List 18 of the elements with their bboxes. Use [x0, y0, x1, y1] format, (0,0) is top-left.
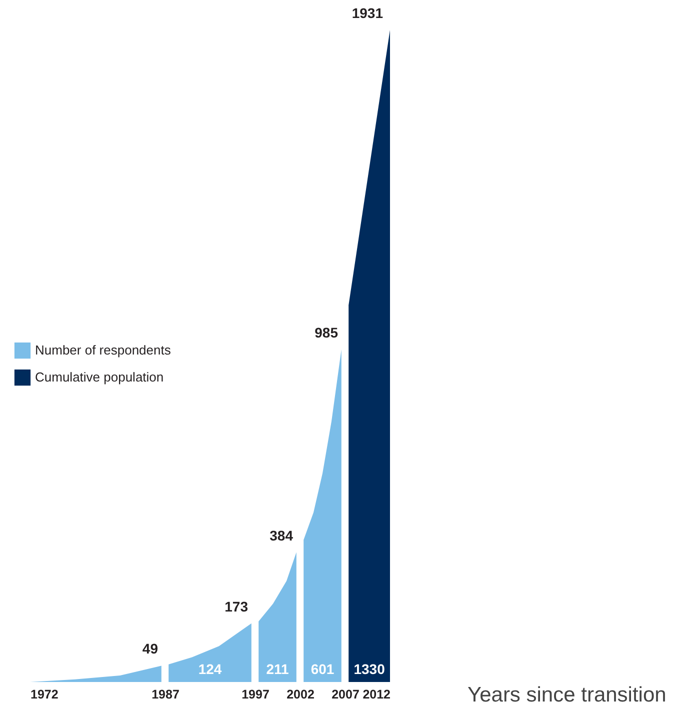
x-tick-label: 1997 — [242, 688, 270, 702]
annotation: 985 — [314, 324, 338, 340]
annotation: 124 — [198, 661, 222, 677]
annotation: 384 — [270, 527, 294, 544]
x-tick-label: 2012 — [362, 688, 391, 702]
annotation: 211 — [266, 661, 290, 677]
legend-label: Cumulative population — [35, 370, 164, 384]
x-tick-label: 1972 — [30, 688, 58, 702]
x-axis-title: Years since transition — [468, 684, 666, 704]
annotation: 1330 — [354, 661, 386, 677]
x-tick-label: 1987 — [152, 688, 180, 702]
x-tick-label: 2007 — [332, 688, 360, 702]
annotation: 49 — [142, 640, 158, 657]
annotation: 1931 — [352, 5, 384, 21]
annotation: 173 — [224, 598, 248, 614]
legend-label: Number of respondents — [35, 342, 172, 358]
annotation: 601 — [310, 661, 334, 677]
x-tick-label: 2002 — [286, 688, 314, 702]
